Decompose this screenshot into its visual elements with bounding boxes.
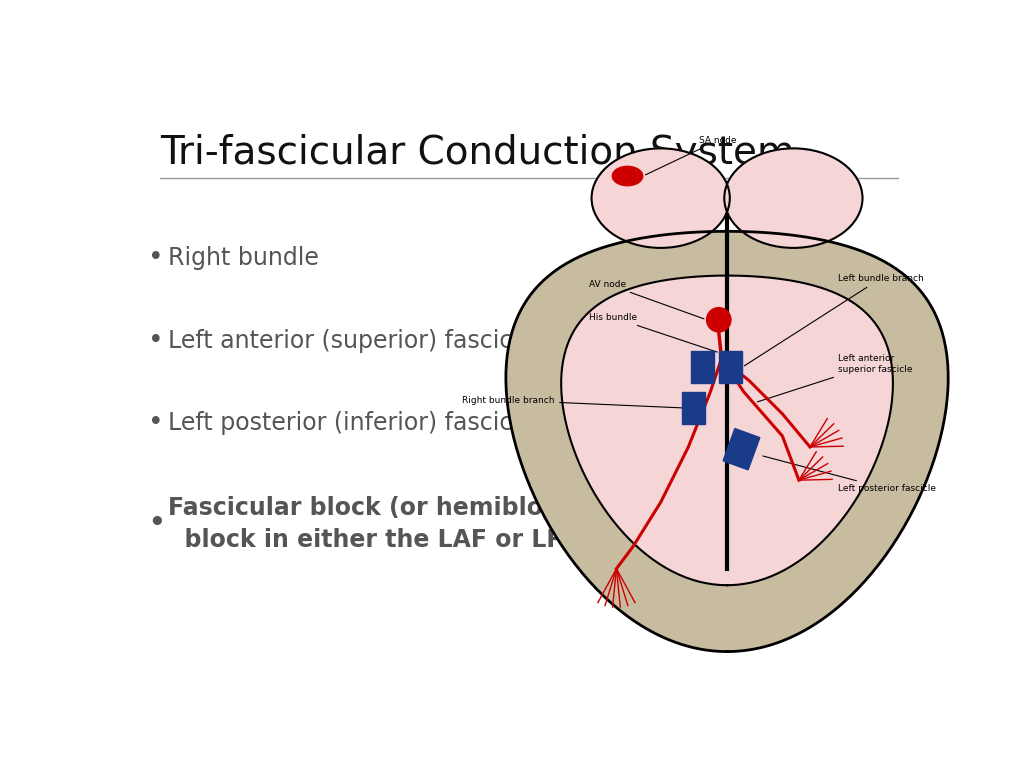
FancyBboxPatch shape bbox=[719, 351, 742, 383]
Ellipse shape bbox=[592, 148, 730, 248]
Text: •: • bbox=[147, 327, 164, 353]
Ellipse shape bbox=[724, 148, 862, 248]
Text: SA node: SA node bbox=[645, 136, 737, 175]
FancyBboxPatch shape bbox=[691, 351, 715, 383]
FancyBboxPatch shape bbox=[682, 392, 705, 424]
Text: Fascicular block (or hemiblock) = a
  block in either the LAF or LPF.: Fascicular block (or hemiblock) = a bloc… bbox=[168, 496, 635, 551]
FancyBboxPatch shape bbox=[723, 429, 760, 470]
Ellipse shape bbox=[612, 167, 643, 186]
Text: •: • bbox=[147, 511, 165, 537]
Text: His bundle: His bundle bbox=[589, 313, 717, 352]
Text: •: • bbox=[147, 410, 164, 436]
Text: AV node: AV node bbox=[589, 280, 703, 319]
Text: Right bundle branch: Right bundle branch bbox=[462, 396, 688, 408]
Text: Left anterior
superior fascicle: Left anterior superior fascicle bbox=[758, 354, 912, 402]
Text: •: • bbox=[147, 245, 164, 271]
Circle shape bbox=[707, 308, 731, 332]
Text: Right bundle: Right bundle bbox=[168, 246, 318, 270]
Text: Left anterior (superior) fascicle: Left anterior (superior) fascicle bbox=[168, 329, 534, 353]
Text: Left bundle branch: Left bundle branch bbox=[744, 274, 924, 366]
Text: Tri-fascicular Conduction System: Tri-fascicular Conduction System bbox=[160, 134, 795, 171]
Polygon shape bbox=[561, 276, 893, 585]
Text: Left posterior fascicle: Left posterior fascicle bbox=[763, 456, 936, 493]
Polygon shape bbox=[506, 231, 948, 651]
Text: Left posterior (inferior) fascicle: Left posterior (inferior) fascicle bbox=[168, 412, 534, 435]
